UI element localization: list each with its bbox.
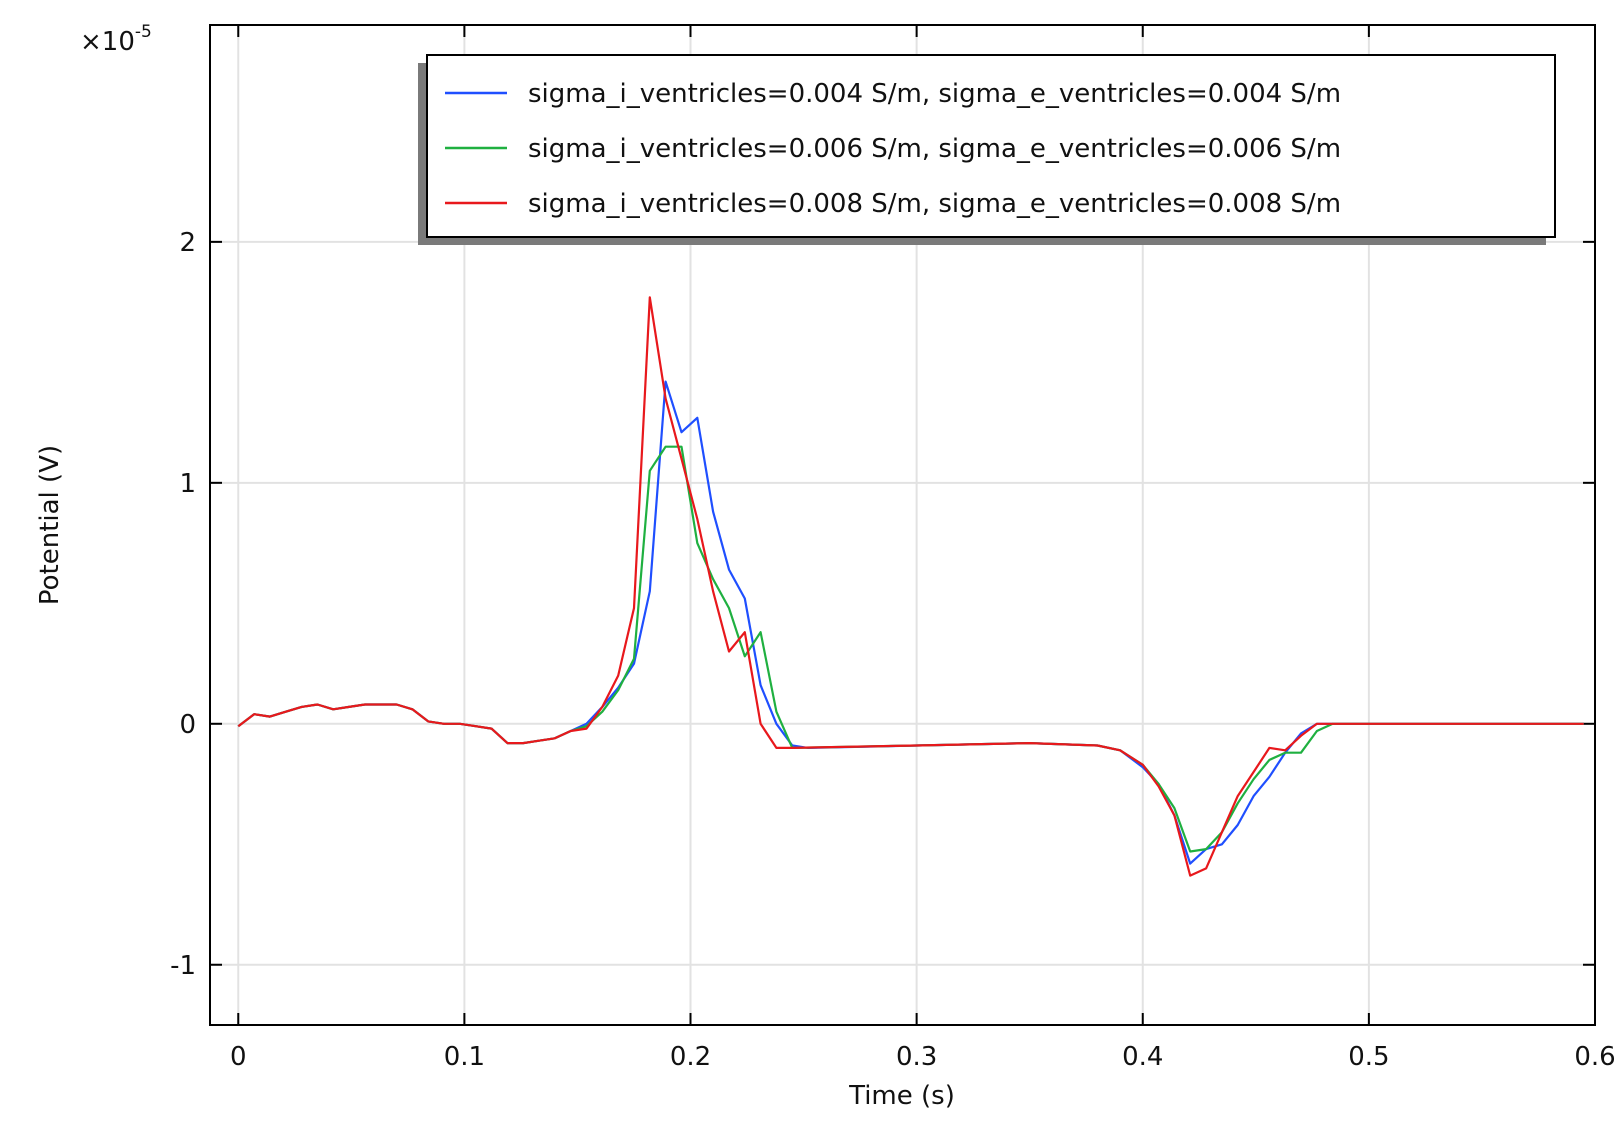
axis-ticks: 0 0.1 0.2 0.3 0.4 0.5 0.6 -1 0 1 2 — [170, 25, 1616, 1072]
x-tick-label: 0 — [230, 1042, 247, 1072]
x-axis-label: Time (s) — [848, 1081, 955, 1111]
y-tick-label: -1 — [170, 951, 196, 981]
legend-label-2: sigma_i_ventricles=0.006 S/m, sigma_e_ve… — [528, 134, 1341, 164]
y-exponent-label: ×10-5 — [80, 22, 152, 57]
x-tick-label: 0.6 — [1574, 1042, 1615, 1072]
legend-label-3: sigma_i_ventricles=0.008 S/m, sigma_e_ve… — [528, 189, 1341, 219]
y-tick-label: 0 — [179, 710, 196, 740]
y-axis-label: Potential (V) — [35, 445, 65, 605]
series-line-3 — [237, 296, 1584, 877]
legend-label-1: sigma_i_ventricles=0.004 S/m, sigma_e_ve… — [528, 79, 1341, 109]
x-tick-label: 0.3 — [896, 1042, 937, 1072]
x-tick-label: 0.1 — [444, 1042, 485, 1072]
plot-frame — [209, 24, 1596, 1026]
legend: sigma_i_ventricles=0.004 S/m, sigma_e_ve… — [418, 54, 1556, 245]
x-tick-label: 0.2 — [670, 1042, 711, 1072]
legend-box — [426, 54, 1556, 238]
y-tick-label: 1 — [179, 469, 196, 499]
y-tick-label: 2 — [179, 228, 196, 258]
x-tick-label: 0.5 — [1348, 1042, 1389, 1072]
x-tick-label: 0.4 — [1122, 1042, 1163, 1072]
series-lines — [237, 296, 1584, 877]
